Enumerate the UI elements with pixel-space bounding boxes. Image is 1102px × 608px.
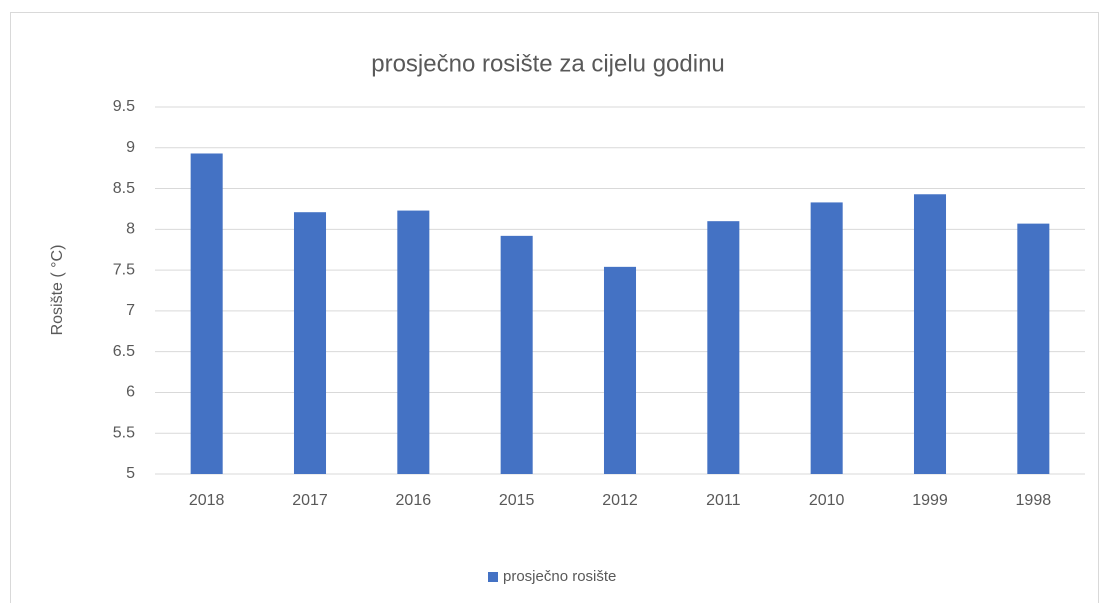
x-tick-label: 1999 — [912, 492, 948, 509]
legend-swatch — [488, 572, 498, 582]
x-tick-label: 2011 — [706, 492, 741, 509]
bar — [500, 235, 533, 474]
legend-label: prosječno rosište — [503, 568, 616, 585]
y-tick-label: 9.5 — [113, 98, 135, 115]
bar — [603, 266, 637, 474]
y-tick-label: 6 — [126, 384, 135, 401]
x-tick-label: 2018 — [189, 492, 225, 509]
bar — [810, 202, 843, 475]
y-tick-label: 5 — [126, 465, 135, 482]
x-tick-label: 2016 — [396, 492, 432, 509]
x-tick-label: 2017 — [292, 492, 328, 509]
bar — [913, 194, 947, 474]
y-axis-label: Rosište ( °C) — [49, 245, 66, 336]
bar — [397, 210, 430, 474]
bar — [707, 221, 740, 474]
x-tick-label: 2010 — [809, 492, 845, 509]
y-tick-label: 7 — [126, 302, 135, 319]
bar — [190, 153, 223, 474]
y-tick-label: 7.5 — [113, 261, 135, 278]
x-tick-label: 2015 — [499, 492, 535, 509]
y-tick-label: 8 — [126, 221, 135, 238]
y-tick-label: 6.5 — [113, 343, 135, 360]
bar — [293, 212, 327, 474]
x-tick-label: 1998 — [1016, 492, 1052, 509]
x-tick-label: 2012 — [602, 492, 638, 509]
y-tick-label: 5.5 — [113, 424, 135, 441]
chart-title: prosječno rosište za cijelu godinu — [371, 50, 725, 77]
y-tick-label: 8.5 — [113, 180, 135, 197]
y-tick-label: 9 — [126, 139, 135, 156]
bar — [1017, 223, 1050, 474]
